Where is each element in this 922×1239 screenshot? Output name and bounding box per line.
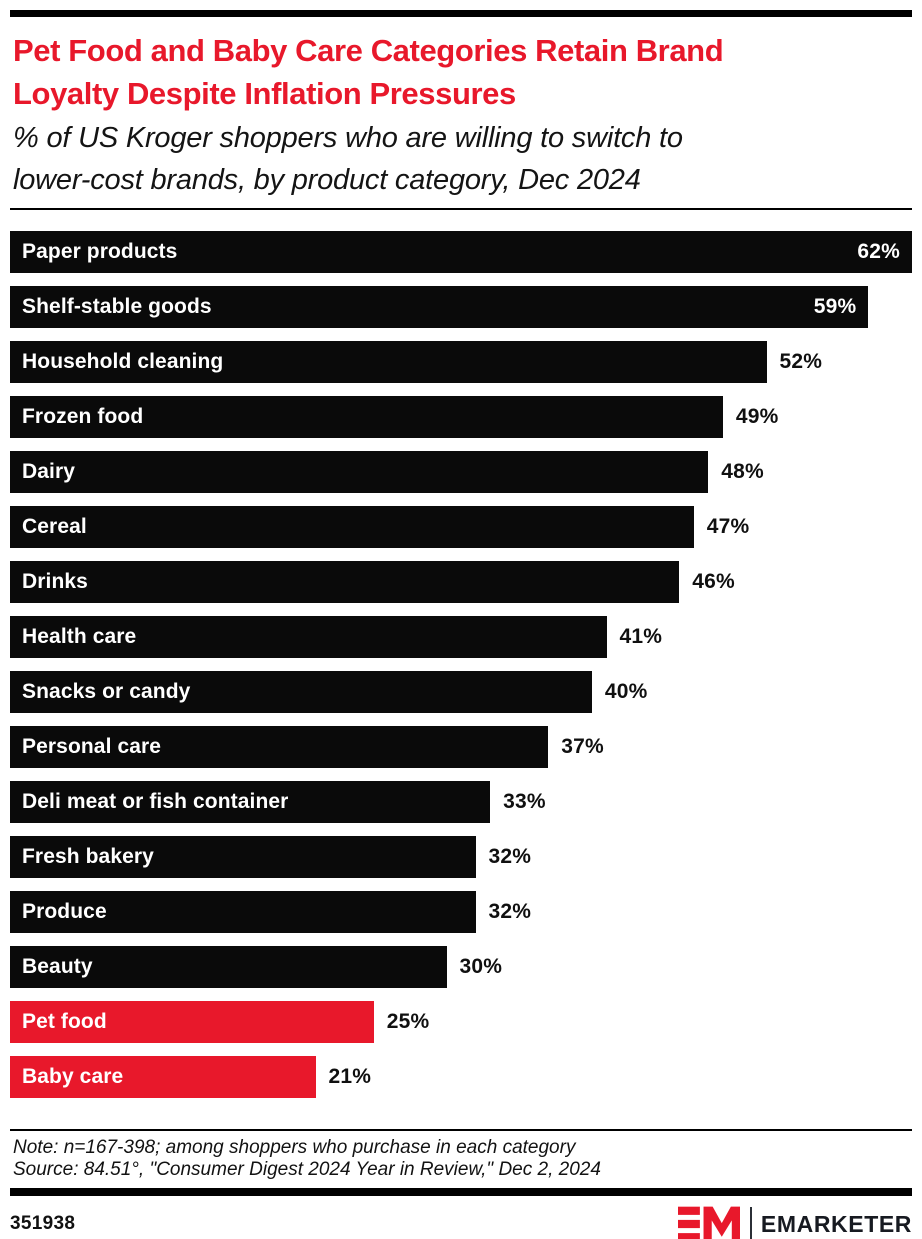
bar-row: Beauty 30% (10, 946, 912, 988)
category-bar: Shelf-stable goods 59% (10, 286, 869, 328)
value-label-outside: 33% (503, 790, 546, 813)
top-border-bar (10, 10, 912, 17)
chart-id: 351938 (10, 1213, 76, 1234)
footnote-divider (10, 1129, 912, 1131)
category-bar: Deli meat or fish container (10, 781, 491, 823)
category-label: Deli meat or fish container (22, 790, 289, 813)
value-label-outside: 25% (386, 1010, 430, 1033)
value-label-inside: 62% (857, 240, 900, 263)
value-label-outside: 47% (706, 515, 750, 538)
bar-row: Snacks or candy 40% (10, 671, 912, 713)
category-label: Dairy (22, 460, 76, 483)
bar-row: Cereal 47% (10, 506, 912, 548)
category-bar: Household cleaning (10, 341, 767, 383)
category-bar: Fresh bakery (10, 836, 476, 878)
category-label: Pet food (22, 1010, 107, 1033)
category-label: Drinks (22, 570, 88, 593)
value-label-outside: 46% (692, 570, 735, 593)
footer: 351938 EMARKETER (10, 1205, 912, 1239)
category-bar: Pet food (10, 1001, 374, 1043)
value-label-outside: 41% (619, 625, 663, 648)
category-label: Frozen food (22, 405, 144, 428)
category-bar: Baby care (10, 1056, 316, 1098)
source-text: Source: 84.51°, "Consumer Digest 2024 Ye… (13, 1159, 601, 1180)
category-label: Health care (22, 625, 137, 648)
category-label: Beauty (22, 955, 93, 978)
category-label: Shelf-stable goods (22, 295, 212, 318)
bar-row: Dairy 48% (10, 451, 912, 493)
category-label: Snacks or candy (22, 680, 191, 703)
bar-row: Health care 41% (10, 616, 912, 658)
value-label-outside: 32% (488, 900, 532, 923)
category-bar: Drinks (10, 561, 680, 603)
value-label-outside: 30% (459, 955, 503, 978)
bar-row: Deli meat or fish container 33% (10, 781, 912, 823)
chart-title-line-2: Loyalty Despite Inflation Pressures (13, 76, 516, 111)
category-bar: Health care (10, 616, 607, 658)
chart-subtitle: % of US Kroger shoppers who are willing … (13, 117, 909, 201)
bar-chart: Paper products 62% Shelf-stable goods 59… (10, 231, 912, 1098)
bar-row: Produce 32% (10, 891, 912, 933)
value-label-outside: 32% (488, 845, 532, 868)
category-bar: Snacks or candy (10, 671, 592, 713)
chart-subtitle-line-2: lower-cost brands, by product category, … (13, 164, 641, 196)
chart-page: Pet Food and Baby Care Categories Retain… (0, 10, 922, 1239)
emarketer-logo: EMARKETER (677, 1205, 912, 1239)
category-label: Fresh bakery (22, 845, 154, 868)
logo-divider (749, 1207, 752, 1239)
value-label-outside: 52% (779, 350, 823, 373)
chart-subtitle-line-1: % of US Kroger shoppers who are willing … (13, 122, 683, 154)
header-divider (10, 208, 912, 210)
bar-row: Personal care 37% (10, 726, 912, 768)
category-bar: Produce (10, 891, 476, 933)
bottom-border-bar (10, 1188, 912, 1196)
category-label: Baby care (22, 1065, 124, 1088)
category-bar: Frozen food (10, 396, 723, 438)
bar-row: Fresh bakery 32% (10, 836, 912, 878)
chart-title: Pet Food and Baby Care Categories Retain… (13, 29, 909, 115)
bar-row: Paper products 62% (10, 231, 912, 273)
value-label-outside: 49% (735, 405, 779, 428)
category-bar: Paper products 62% (10, 231, 912, 273)
category-label: Produce (22, 900, 107, 923)
category-bar: Dairy (10, 451, 709, 493)
category-label: Cereal (22, 515, 87, 538)
category-label: Personal care (22, 735, 162, 758)
value-label-inside: 59% (813, 295, 857, 318)
category-bar: Cereal (10, 506, 694, 548)
bar-row: Household cleaning 52% (10, 341, 912, 383)
em-logo-icon (677, 1205, 740, 1239)
chart-title-line-1: Pet Food and Baby Care Categories Retain… (13, 33, 724, 68)
category-bar: Personal care (10, 726, 549, 768)
value-label-outside: 21% (328, 1065, 372, 1088)
value-label-outside: 37% (561, 735, 604, 758)
value-label-outside: 48% (721, 460, 764, 483)
value-label-outside: 40% (604, 680, 648, 703)
bar-row: Frozen food 49% (10, 396, 912, 438)
bar-row: Baby care 21% (10, 1056, 912, 1098)
footnotes: Note: n=167-398; among shoppers who purc… (13, 1137, 909, 1181)
category-label: Household cleaning (22, 350, 224, 373)
category-bar: Beauty (10, 946, 447, 988)
emarketer-wordmark: EMARKETER (760, 1210, 912, 1237)
category-label: Paper products (22, 240, 178, 263)
bar-row: Pet food 25% (10, 1001, 912, 1043)
bar-row: Drinks 46% (10, 561, 912, 603)
bar-row: Shelf-stable goods 59% (10, 286, 912, 328)
note-text: Note: n=167-398; among shoppers who purc… (13, 1137, 576, 1158)
